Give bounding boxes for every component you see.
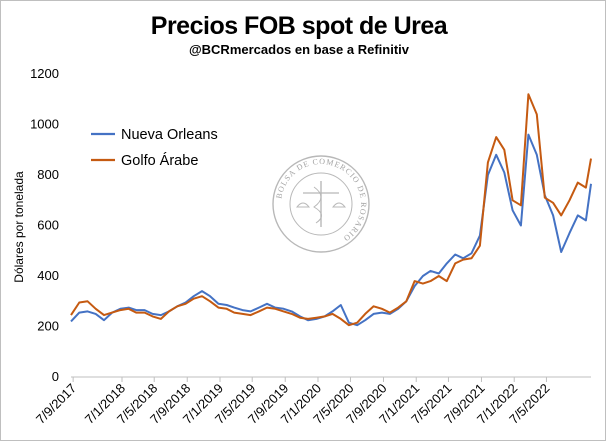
legend-label: Nueva Orleans bbox=[121, 127, 218, 143]
x-tick-label: 7/9/2017 bbox=[33, 381, 79, 427]
chart-subtitle: @BCRmercados en base a Refinitiv bbox=[189, 42, 410, 57]
bcr-seal-icon: BOLSA DE COMERCIO DE ROSARIO bbox=[272, 155, 370, 253]
chart-legend: Nueva Orleans Golfo Árabe bbox=[91, 127, 218, 169]
y-tick-label: 1000 bbox=[30, 117, 59, 132]
series-line-1 bbox=[70, 133, 592, 327]
y-axis-label: Dólares por tonelada bbox=[12, 171, 26, 283]
legend-label: Golfo Árabe bbox=[121, 152, 198, 169]
y-tick-label: 200 bbox=[37, 319, 59, 334]
series-line-2 bbox=[70, 93, 592, 327]
y-tick-label: 0 bbox=[52, 369, 59, 384]
y-tick-label: 600 bbox=[37, 218, 59, 233]
chart-title: Precios FOB spot de Urea bbox=[151, 12, 449, 40]
series-layer bbox=[70, 93, 592, 327]
y-tick-label: 400 bbox=[37, 268, 59, 283]
y-tick-label: 800 bbox=[37, 167, 59, 182]
y-tick-label: 1200 bbox=[30, 66, 59, 81]
